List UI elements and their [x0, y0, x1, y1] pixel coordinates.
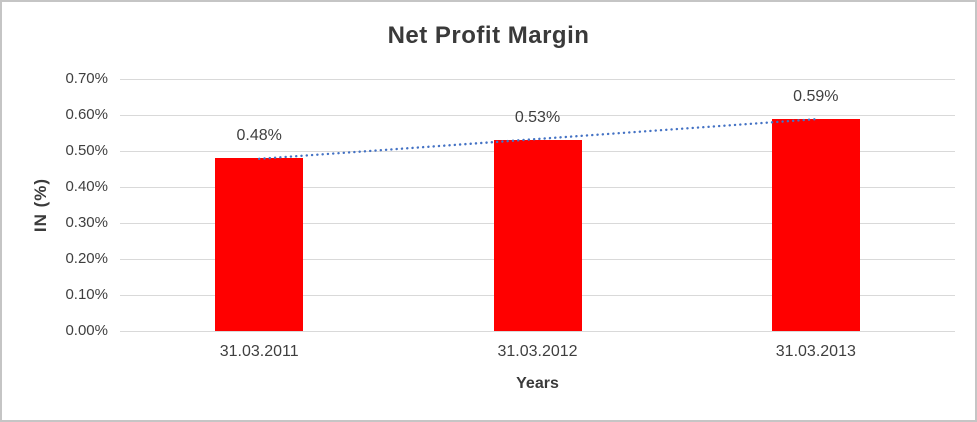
x-tick-label: 31.03.2011: [219, 343, 299, 360]
bar-value-label: 0.48%: [236, 127, 282, 145]
x-tick-label: 31.03.2013: [775, 343, 856, 360]
y-tick-label: 0.60%: [65, 106, 108, 123]
x-tick-label: 31.03.2012: [497, 343, 578, 360]
bar: [771, 118, 860, 331]
plot-area: 0.48% 0.53% 0.59%: [120, 79, 955, 332]
y-tick-label: 0.10%: [65, 286, 108, 303]
y-tick-label: 0.30%: [65, 214, 108, 231]
chart-title: Net Profit Margin: [387, 22, 590, 49]
gridline: [120, 79, 955, 80]
y-tick-label: 0.40%: [65, 178, 108, 195]
gridline: [120, 331, 955, 332]
y-tick-label: 0.20%: [65, 250, 108, 267]
bar-value-label: 0.59%: [793, 87, 839, 105]
bar: [493, 140, 582, 331]
x-axis-title: Years: [516, 375, 559, 392]
y-tick-label: 0.00%: [65, 322, 108, 339]
gridline: [120, 115, 955, 116]
bar: [215, 158, 304, 331]
y-tick-label: 0.70%: [65, 70, 108, 87]
y-tick-label: 0.50%: [65, 142, 108, 159]
bar-value-label: 0.53%: [514, 109, 561, 127]
